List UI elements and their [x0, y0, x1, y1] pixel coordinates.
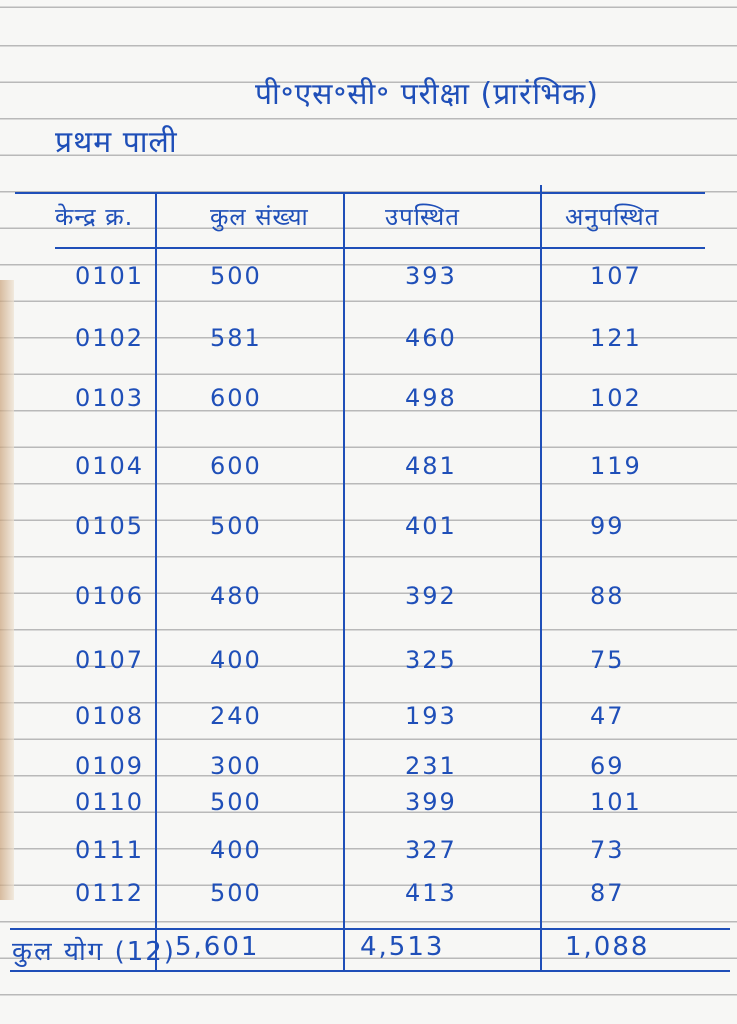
page-title: पी॰एस॰सी॰ परीक्षा (प्रारंभिक) — [255, 77, 599, 112]
absent-count: 107 — [590, 262, 642, 290]
center-no: 0108 — [75, 702, 145, 730]
paper-edge — [0, 280, 14, 900]
present-count: 401 — [405, 512, 457, 540]
absent-count: 101 — [590, 788, 642, 816]
center-no: 0112 — [75, 879, 145, 907]
center-no: 0111 — [75, 836, 145, 864]
absent-count: 69 — [590, 752, 625, 780]
total-count: 500 — [210, 262, 262, 290]
total-top-line — [10, 928, 730, 930]
absent-count: 102 — [590, 384, 642, 412]
header-absent: अनुपस्थित — [565, 203, 660, 231]
total-count: 400 — [210, 646, 262, 674]
present-count: 193 — [405, 702, 457, 730]
center-no: 0104 — [75, 452, 145, 480]
total-present: 4,513 — [360, 932, 445, 962]
absent-count: 87 — [590, 879, 625, 907]
present-count: 481 — [405, 452, 457, 480]
center-no: 0101 — [75, 262, 145, 290]
center-no: 0106 — [75, 582, 145, 610]
column-divider — [540, 185, 542, 972]
total-count: 600 — [210, 452, 262, 480]
absent-count: 47 — [590, 702, 625, 730]
total-count: 500 — [210, 788, 262, 816]
table-top-line — [15, 192, 705, 194]
absent-count: 88 — [590, 582, 625, 610]
present-count: 327 — [405, 836, 457, 864]
present-count: 392 — [405, 582, 457, 610]
total-count: 240 — [210, 702, 262, 730]
absent-count: 121 — [590, 324, 642, 352]
absent-count: 75 — [590, 646, 625, 674]
total-count: 581 — [210, 324, 262, 352]
present-count: 325 — [405, 646, 457, 674]
center-no: 0105 — [75, 512, 145, 540]
total-count: 480 — [210, 582, 262, 610]
header-underline — [55, 247, 705, 249]
center-no: 0107 — [75, 646, 145, 674]
total-count: 5,601 — [175, 932, 260, 962]
total-count: 300 — [210, 752, 262, 780]
center-no: 0102 — [75, 324, 145, 352]
total-count: 500 — [210, 512, 262, 540]
column-divider — [343, 192, 345, 972]
header-present: उपस्थित — [385, 203, 460, 231]
header-center-no: केन्द्र क्र. — [55, 203, 134, 231]
header-total: कुल संख्या — [210, 203, 309, 231]
total-bottom-line — [10, 970, 730, 972]
present-count: 413 — [405, 879, 457, 907]
total-absent: 1,088 — [565, 932, 650, 962]
absent-count: 73 — [590, 836, 625, 864]
absent-count: 119 — [590, 452, 642, 480]
total-count: 500 — [210, 879, 262, 907]
total-count: 600 — [210, 384, 262, 412]
present-count: 393 — [405, 262, 457, 290]
total-label: कुल योग (12) — [12, 937, 176, 967]
total-count: 400 — [210, 836, 262, 864]
present-count: 460 — [405, 324, 457, 352]
center-no: 0110 — [75, 788, 145, 816]
present-count: 399 — [405, 788, 457, 816]
center-no: 0109 — [75, 752, 145, 780]
center-no: 0103 — [75, 384, 145, 412]
shift-label: प्रथम पाली — [55, 125, 178, 160]
absent-count: 99 — [590, 512, 625, 540]
column-divider — [155, 192, 157, 972]
present-count: 231 — [405, 752, 457, 780]
present-count: 498 — [405, 384, 457, 412]
